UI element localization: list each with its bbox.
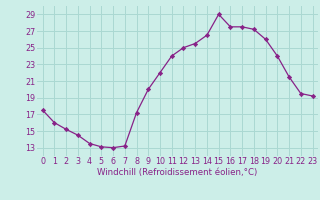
X-axis label: Windchill (Refroidissement éolien,°C): Windchill (Refroidissement éolien,°C) [98, 168, 258, 177]
